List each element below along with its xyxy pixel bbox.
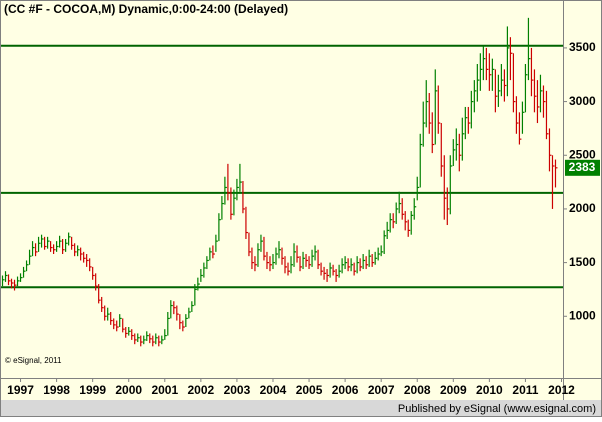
x-tick-label: 1997 [7, 383, 34, 397]
y-tick-label: 2500 [569, 147, 596, 161]
copyright: © eSignal, 2011 [5, 356, 62, 365]
x-tick-label: 2007 [368, 383, 395, 397]
last-price-label: 2383 [569, 160, 596, 174]
footer-bar [0, 400, 602, 417]
x-tick-label: 2008 [404, 383, 431, 397]
x-tick-label: 2010 [476, 383, 503, 397]
x-tick-label: 2004 [260, 383, 287, 397]
x-tick-label: 2011 [512, 383, 538, 397]
x-tick-label: 2009 [440, 383, 467, 397]
x-tick-label: 2001 [151, 383, 178, 397]
x-tick-label: 1999 [79, 383, 106, 397]
y-tick-label: 3500 [569, 40, 596, 54]
y-tick-label: 1000 [569, 308, 596, 322]
x-tick-label: 2000 [115, 383, 142, 397]
y-tick-label: 1500 [569, 255, 596, 269]
x-tick-label: 2002 [188, 383, 215, 397]
last-price-box [565, 159, 600, 176]
x-tick-label: 2005 [296, 383, 323, 397]
chart-title: (CC #F - COCOA,M) Dynamic,0:00-24:00 (De… [4, 2, 288, 16]
x-tick-label: 2003 [224, 383, 251, 397]
footer-text: Published by eSignal (www.esignal.com) [398, 403, 596, 415]
x-tick-label: 2006 [332, 383, 359, 397]
x-tick-label: 2012 [548, 383, 575, 397]
y-tick-label: 3000 [569, 94, 596, 108]
y-tick-label: 2000 [569, 201, 596, 215]
x-tick-label: 1998 [43, 383, 70, 397]
